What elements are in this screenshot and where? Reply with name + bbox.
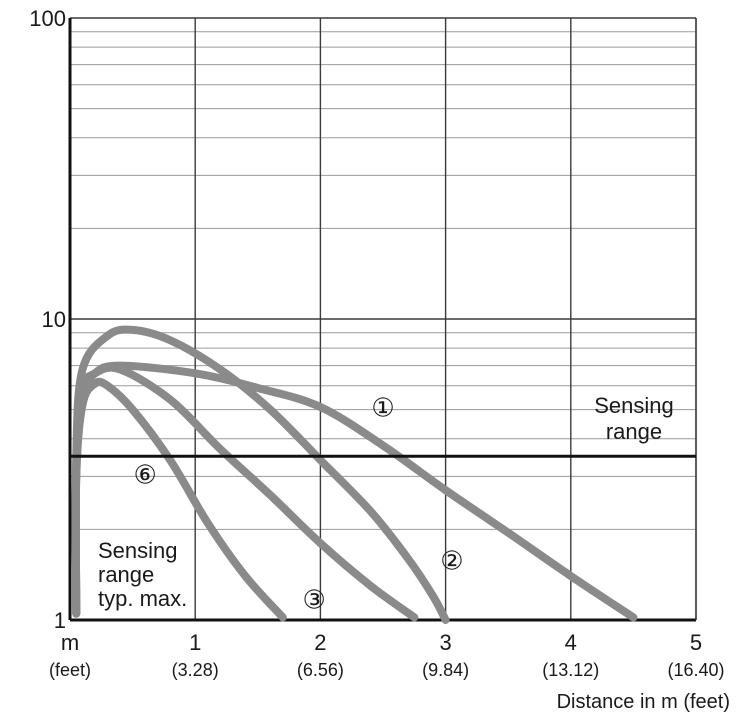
- x-tick-sublabel: (9.84): [422, 660, 469, 680]
- threshold-label-line2: range: [606, 419, 662, 444]
- curve-marker-4: ⑥: [133, 459, 156, 489]
- x-axis-label: Distance in m (feet): [557, 691, 730, 713]
- curve-marker-2: ②: [440, 546, 463, 576]
- note-line2: range: [98, 562, 154, 587]
- x-tick-sublabel: (feet): [49, 660, 91, 680]
- x-tick-sublabel: (16.40): [667, 660, 724, 680]
- x-ticks: m (feet) 1 (3.28) 2 (6.56) 3 (9.84) 4 (13.12) 5 (16…: [49, 630, 725, 680]
- x-tick-sublabel: (3.28): [172, 660, 219, 680]
- y-ticks: 1 10 100: [29, 6, 66, 633]
- y-tick-label: 1: [54, 608, 66, 633]
- note-line1: Sensing: [98, 538, 178, 563]
- y-tick-label: 10: [42, 307, 66, 332]
- x-tick-sublabel: (13.12): [542, 660, 599, 680]
- curve-marker-1: ①: [371, 392, 394, 422]
- note-line3: typ. max.: [98, 586, 187, 611]
- plot-frame: [68, 18, 697, 622]
- x-tick-label: 2: [314, 630, 326, 655]
- y-tick-label: 100: [29, 6, 66, 31]
- threshold-label-line1: Sensing: [594, 393, 674, 418]
- x-tick-label: 3: [439, 630, 451, 655]
- curve-4: [71, 377, 287, 622]
- curve-marker-3: ③: [302, 585, 325, 615]
- curves: [71, 325, 638, 624]
- x-tick-label: 5: [690, 630, 702, 655]
- markers: ① ② ③ ⑥: [133, 392, 463, 614]
- x-tick-label: 4: [565, 630, 577, 655]
- x-tick-label: m: [61, 630, 79, 655]
- x-tick-sublabel: (6.56): [297, 660, 344, 680]
- x-tick-label: 1: [189, 630, 201, 655]
